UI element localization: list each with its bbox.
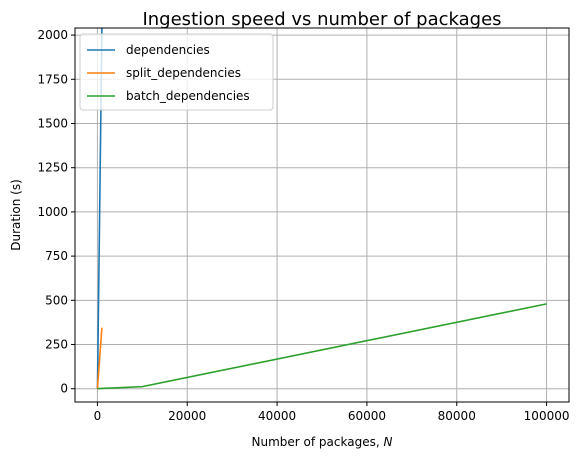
x-tick-label: 100000 bbox=[524, 409, 570, 423]
x-axis: 0 20000 40000 60000 80000 100000 bbox=[94, 402, 570, 423]
y-tick-label: 0 bbox=[60, 382, 68, 396]
y-tick-label: 1000 bbox=[37, 205, 68, 219]
x-tick-label: 60000 bbox=[348, 409, 386, 423]
x-axis-label: Number of packages, N bbox=[252, 435, 393, 449]
y-tick-label: 1750 bbox=[37, 72, 68, 86]
legend-label-batch-dependencies: batch_dependencies bbox=[126, 89, 250, 103]
y-tick-label: 2000 bbox=[37, 28, 68, 42]
series-line-batch-dependencies bbox=[97, 303, 547, 390]
y-axis: 0 250 500 750 1000 1250 1500 1750 2000 bbox=[37, 28, 75, 396]
y-tick-label: 1250 bbox=[37, 161, 68, 175]
legend-frame bbox=[79, 33, 274, 111]
x-tick-label: 40000 bbox=[258, 409, 296, 423]
axes-frame bbox=[74, 27, 570, 403]
legend-label-split-dependencies: split_dependencies bbox=[126, 66, 241, 80]
legend: dependencies split_dependencies batch_depe… bbox=[79, 33, 274, 111]
x-axis-label-text: Number of packages, bbox=[252, 435, 384, 449]
grid bbox=[75, 28, 569, 402]
series-group bbox=[96, 28, 547, 390]
x-tick-label: 20000 bbox=[168, 409, 206, 423]
legend-label-dependencies: dependencies bbox=[126, 43, 210, 57]
y-tick-label: 250 bbox=[45, 338, 68, 352]
y-tick-label: 500 bbox=[45, 293, 68, 307]
y-tick-label: 750 bbox=[45, 249, 68, 263]
x-tick-label: 80000 bbox=[438, 409, 476, 423]
y-tick-label: 1500 bbox=[37, 116, 68, 130]
y-axis-label: Duration (s) bbox=[9, 179, 23, 251]
chart-title: Ingestion speed vs number of packages bbox=[142, 9, 501, 30]
x-tick-label: 0 bbox=[94, 409, 102, 423]
x-axis-label-variable: N bbox=[383, 435, 392, 449]
